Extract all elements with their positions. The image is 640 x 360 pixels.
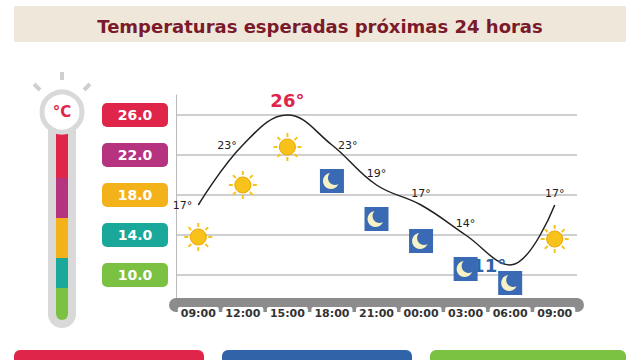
svg-text:23°: 23° <box>338 139 358 152</box>
svg-text:18.0: 18.0 <box>118 187 153 203</box>
svg-text:09:00: 09:00 <box>537 307 572 320</box>
svg-text:°C: °C <box>53 103 72 121</box>
svg-text:06:00: 06:00 <box>493 307 528 320</box>
svg-text:03:00: 03:00 <box>448 307 483 320</box>
svg-text:26.0: 26.0 <box>118 107 153 123</box>
svg-text:19°: 19° <box>367 167 387 180</box>
svg-text:12:00: 12:00 <box>225 307 260 320</box>
svg-text:14°: 14° <box>456 217 476 230</box>
svg-text:26°: 26° <box>270 90 304 111</box>
svg-text:21:00: 21:00 <box>359 307 394 320</box>
svg-text:17°: 17° <box>173 199 193 212</box>
svg-text:00:00: 00:00 <box>404 307 439 320</box>
svg-text:23°: 23° <box>217 139 237 152</box>
svg-text:17°: 17° <box>411 187 431 200</box>
svg-text:Temperaturas esperadas próxima: Temperaturas esperadas próximas 24 horas <box>97 16 542 37</box>
svg-text:18:00: 18:00 <box>314 307 349 320</box>
svg-text:14.0: 14.0 <box>118 227 153 243</box>
svg-text:15:00: 15:00 <box>270 307 305 320</box>
svg-text:17°: 17° <box>545 187 565 200</box>
svg-text:09:00: 09:00 <box>181 307 216 320</box>
svg-text:22.0: 22.0 <box>118 147 153 163</box>
svg-text:10.0: 10.0 <box>118 267 153 283</box>
